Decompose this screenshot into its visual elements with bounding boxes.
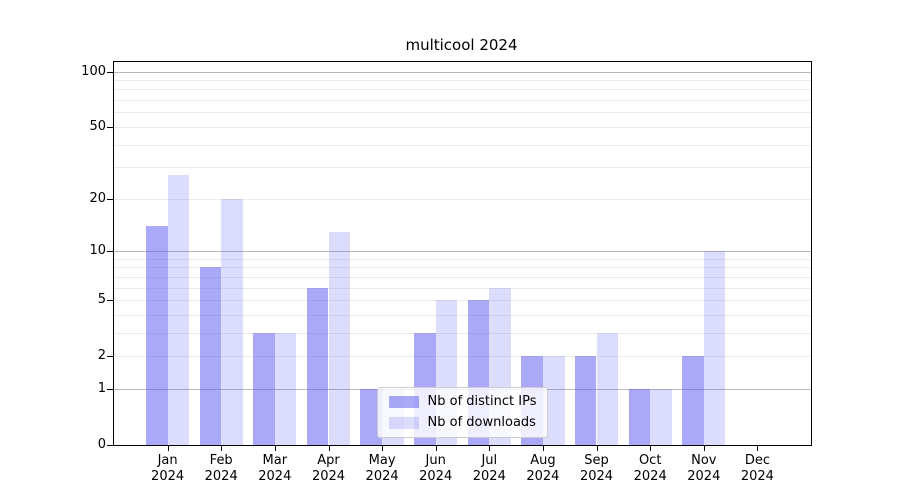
x-tick-label-nov-2024: Nov 2024 <box>687 453 721 484</box>
bar-downloads-nov-2024 <box>703 251 726 445</box>
y-tick-label-10: 10 <box>89 243 106 258</box>
y-tick-mark-100 <box>107 71 114 73</box>
gridline-y-70 <box>114 100 811 102</box>
bar-ips-mar-2024 <box>253 332 275 445</box>
legend-swatch-distinct-ips <box>388 396 419 408</box>
chart-title: multicool 2024 <box>405 36 518 54</box>
bar-downloads-oct-2024 <box>650 388 672 445</box>
x-tick-label-mar-2024: Mar 2024 <box>258 453 292 484</box>
legend-item-downloads: Nb of downloads <box>388 415 537 431</box>
x-tick-label-may-2024: May 2024 <box>365 453 399 484</box>
y-tick-mark-2 <box>107 356 114 358</box>
x-tick-label-jul-2024: Jul 2024 <box>472 453 506 484</box>
legend-swatch-downloads <box>388 417 419 429</box>
y-tick-label-0: 0 <box>97 437 106 452</box>
x-tick-mark-jun-2024 <box>435 445 437 451</box>
gridline-y-80 <box>114 89 811 91</box>
x-tick-mark-feb-2024 <box>221 445 223 451</box>
bar-ips-oct-2024 <box>628 388 651 445</box>
bar-ips-jan-2024 <box>145 225 168 445</box>
legend-label-downloads: Nb of downloads <box>427 415 536 430</box>
x-tick-mark-dec-2024 <box>757 445 759 451</box>
legend-item-distinct-ips: Nb of distinct IPs <box>388 394 537 410</box>
bar-downloads-jan-2024 <box>167 175 190 445</box>
y-tick-label-1: 1 <box>97 380 106 396</box>
gridline-y-40 <box>114 144 811 146</box>
y-tick-label-100: 100 <box>81 63 106 79</box>
gridline-y-90 <box>114 80 811 81</box>
gridline-y-8 <box>114 267 811 269</box>
bar-downloads-sep-2024 <box>596 332 619 445</box>
x-tick-mark-mar-2024 <box>274 445 276 451</box>
bar-ips-apr-2024 <box>306 287 329 445</box>
gridline-y-60 <box>114 112 811 114</box>
y-tick-label-2: 2 <box>97 348 106 364</box>
x-tick-label-oct-2024: Oct 2024 <box>633 453 667 484</box>
x-tick-mark-may-2024 <box>382 445 384 451</box>
y-tick-label-20: 20 <box>89 190 106 206</box>
x-tick-label-dec-2024: Dec 2024 <box>740 453 774 484</box>
y-tick-mark-0 <box>107 445 114 446</box>
gridline-y-4 <box>114 314 811 316</box>
x-tick-label-jun-2024: Jun 2024 <box>419 453 453 484</box>
y-tick-mark-1 <box>107 388 114 390</box>
y-tick-mark-5 <box>107 300 114 301</box>
x-tick-label-apr-2024: Apr 2024 <box>311 453 346 484</box>
bar-ips-sep-2024 <box>574 356 597 445</box>
bar-downloads-mar-2024 <box>274 332 297 445</box>
x-tick-label-feb-2024: Feb 2024 <box>204 453 238 484</box>
gridline-y-9 <box>114 258 811 260</box>
x-tick-mark-jul-2024 <box>489 445 491 451</box>
y-tick-mark-50 <box>107 126 114 128</box>
gridline-y-20 <box>114 198 811 200</box>
gridline-y-30 <box>114 167 811 169</box>
x-tick-mark-oct-2024 <box>650 445 652 451</box>
bar-downloads-apr-2024 <box>328 231 351 445</box>
gridline-y-3 <box>114 332 811 334</box>
x-tick-label-sep-2024: Sep 2024 <box>579 453 614 484</box>
y-tick-label-5: 5 <box>97 292 106 307</box>
y-tick-label-50: 50 <box>89 118 106 134</box>
gridline-y-5 <box>114 300 811 301</box>
bar-downloads-feb-2024 <box>221 198 243 445</box>
gridline-y-50 <box>114 126 811 128</box>
bar-ips-nov-2024 <box>682 356 704 445</box>
gridline-y-2 <box>114 356 811 358</box>
gridline-y-7 <box>114 276 811 278</box>
gridline-y-100 <box>114 71 811 73</box>
x-tick-mark-jan-2024 <box>167 445 169 451</box>
legend: Nb of distinct IPs Nb of downloads <box>376 387 549 438</box>
y-tick-mark-20 <box>107 198 114 200</box>
x-tick-mark-sep-2024 <box>596 445 598 451</box>
y-tick-mark-10 <box>107 251 114 252</box>
gridline-y-6 <box>114 287 811 289</box>
x-tick-label-jan-2024: Jan 2024 <box>151 453 185 484</box>
bar-ips-feb-2024 <box>199 267 222 445</box>
gridline-y-10 <box>114 251 811 252</box>
x-tick-mark-aug-2024 <box>542 445 544 451</box>
x-tick-mark-apr-2024 <box>328 445 330 451</box>
x-tick-mark-nov-2024 <box>703 445 705 451</box>
x-tick-label-aug-2024: Aug 2024 <box>526 453 560 484</box>
legend-label-distinct-ips: Nb of distinct IPs <box>427 394 537 409</box>
plot-area: 0 1 2 5 10 20 50 100 Jan 2024 Feb 2024 Mar 2024 Ap… <box>81 61 812 484</box>
